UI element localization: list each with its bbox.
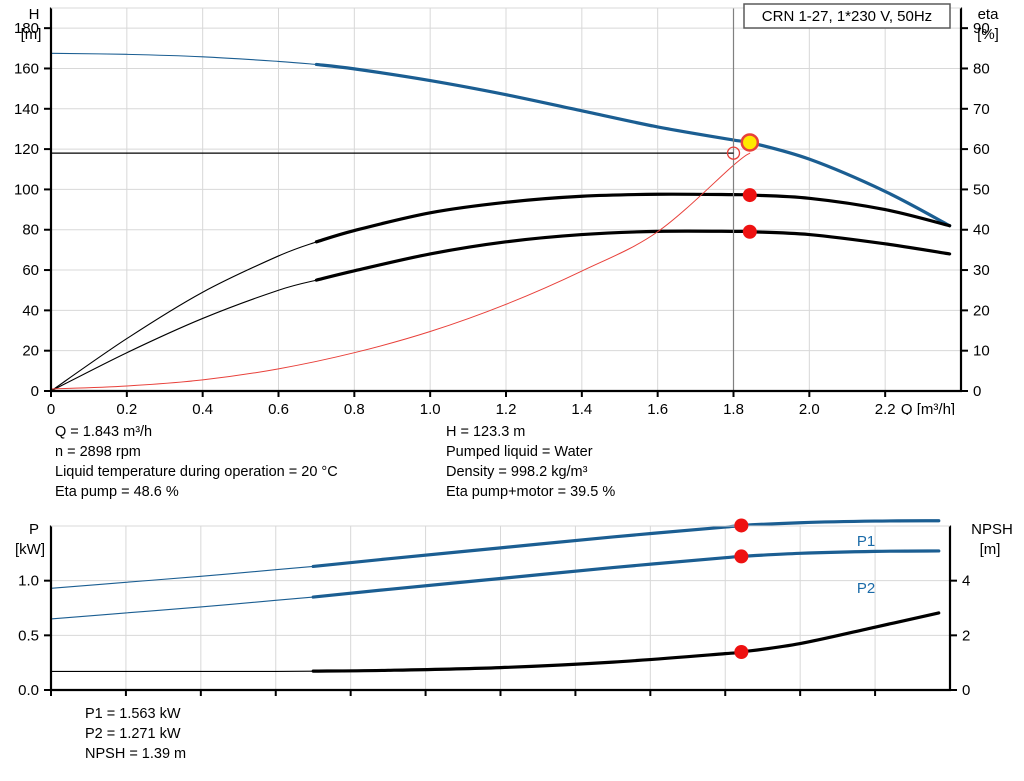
curve-eta-pump (314, 192, 952, 244)
tick-label-bottom: 1.2 (496, 401, 517, 415)
x-axis-title: Q [m³/h] (901, 401, 955, 415)
tick-label-left: 20 (22, 343, 39, 360)
tick-label-bottom: 0.8 (344, 401, 365, 415)
info-eta-pump-motor: Eta pump+motor = 39.5 % (446, 484, 616, 500)
info-liquid-temperature: Liquid temperature during operation = 20… (55, 464, 338, 480)
tick-label-right: 60 (973, 141, 990, 158)
operating-point-info-left: Q = 1.843 m³/h n = 2898 rpm Liquid tempe… (55, 422, 338, 502)
tick-label-bottom: 0 (47, 401, 55, 415)
markers (726, 133, 760, 239)
y-axis-right-title: eta (978, 6, 1000, 23)
title-box-frame (743, 3, 951, 29)
tick-label-bottom: 1.0 (420, 401, 441, 415)
tick-label-right: 40 (973, 222, 990, 239)
tick-label-right: 20 (973, 302, 990, 319)
info-speed: n = 2898 rpm (55, 444, 141, 460)
duty-point-p1-marker[interactable] (734, 518, 749, 533)
info-npsh: NPSH = 1.39 m (85, 746, 187, 762)
tick-label-right: 30 (973, 262, 990, 279)
tick-label-left: 80 (22, 222, 39, 239)
tick-label-right: 0 (973, 383, 981, 400)
tick-label-bottom: 1.6 (647, 401, 668, 415)
tick-label-left: 160 (14, 60, 39, 77)
info-density: Density = 998.2 kg/m³ (446, 464, 588, 480)
duty-point-npsh-marker[interactable] (734, 645, 749, 660)
duty-point-head-marker[interactable] (740, 133, 760, 152)
series-label-p1: P1 (857, 533, 875, 550)
tick-label-left: 1.0 (18, 573, 39, 590)
duty-point-p2-marker[interactable] (734, 549, 749, 564)
curve-p1 (311, 519, 941, 569)
curve-eta-pump-thin (50, 241, 317, 392)
tick-label-left: 120 (14, 141, 39, 158)
tick-label-bottom: 2.2 (875, 401, 896, 415)
series-label-p2: P2 (857, 580, 875, 597)
npsh-axis-unit: [m] (980, 541, 1001, 558)
info-head: H = 123.3 m (446, 424, 526, 440)
curve-h-head- (314, 62, 952, 228)
info-eta-pump: Eta pump = 48.6 % (55, 484, 179, 500)
tick-label-right: 90 (973, 20, 990, 37)
tick-label-right: 50 (973, 181, 990, 198)
power-info-block: P1 = 1.563 kW P2 = 1.271 kW NPSH = 1.39 … (85, 704, 186, 764)
y-axis-left-title: H (29, 6, 40, 23)
tick-label-bottom: 0.6 (268, 401, 289, 415)
tick-label-left: 0.5 (18, 627, 39, 644)
info-pumped-liquid: Pumped liquid = Water (446, 444, 593, 460)
tick-label-left: 180 (14, 20, 39, 37)
axes: 0.0 0.5 1.0 0 2 4 (18, 525, 970, 699)
info-flow: Q = 1.843 m³/h (55, 424, 153, 440)
power-npsh-chart: 0.0 0.5 1.0 0 2 4 P [kW] NPSH [m] P1 P2 (15, 518, 1013, 699)
system-curve-point-marker[interactable] (726, 146, 741, 160)
curve-eta-pump-motor-thin (50, 279, 317, 392)
npsh-axis-title: NPSH (971, 521, 1013, 538)
info-p1: P1 = 1.563 kW (85, 706, 181, 722)
tick-label-bottom: 0.2 (116, 401, 137, 415)
tick-label-left: 100 (14, 181, 39, 198)
head-efficiency-chart: 0 20 40 60 80 100 120 140 160 180 0 10 20 30 40 50 60 70 8… (14, 3, 1000, 415)
markers (734, 518, 749, 660)
duty-point-eta-pump-marker[interactable] (742, 188, 757, 203)
curves (50, 519, 941, 673)
curves (50, 8, 952, 392)
tick-label-right: 70 (973, 101, 990, 118)
p-axis-title: P (29, 521, 39, 538)
tick-label-right: 4 (962, 573, 970, 590)
operating-point-info-right: H = 123.3 m Pumped liquid = Water Densit… (446, 422, 615, 502)
tick-label-right: 0 (962, 682, 970, 699)
y-axis-right-unit: [%] (977, 26, 999, 43)
info-p2: P2 = 1.271 kW (85, 726, 181, 742)
tick-label-left: 60 (22, 262, 39, 279)
tick-label-bottom: 1.8 (723, 401, 744, 415)
tick-label-left: 0 (31, 383, 39, 400)
y-axis-left-unit: [m] (21, 26, 42, 43)
axes: 0 20 40 60 80 100 120 140 160 180 0 10 20 30 40 50 60 70 8… (14, 7, 990, 415)
tick-label-bottom: 1.4 (571, 401, 592, 415)
p-axis-unit: [kW] (15, 541, 45, 558)
curve-system-curve-thin (50, 152, 751, 390)
tick-label-bottom: 2.0 (799, 401, 820, 415)
curve-p2 (311, 549, 941, 599)
tick-label-right: 2 (962, 627, 970, 644)
curve-p2-thin (50, 596, 314, 620)
curve-h-head--thin (50, 52, 317, 65)
tick-label-right: 10 (973, 343, 990, 360)
title-box-label: CRN 1-27, 1*230 V, 50Hz (762, 8, 932, 25)
tick-label-left: 140 (14, 101, 39, 118)
curve-npsh (311, 611, 941, 673)
chart-title-box: CRN 1-27, 1*230 V, 50Hz (743, 3, 951, 29)
duty-point-eta-pump-motor-marker[interactable] (742, 224, 757, 239)
tick-label-bottom: 0.4 (192, 401, 213, 415)
tick-label-right: 80 (973, 60, 990, 77)
tick-label-left: 0.0 (18, 682, 39, 699)
curve-p1-thin (50, 565, 314, 589)
tick-label-left: 40 (22, 302, 39, 319)
